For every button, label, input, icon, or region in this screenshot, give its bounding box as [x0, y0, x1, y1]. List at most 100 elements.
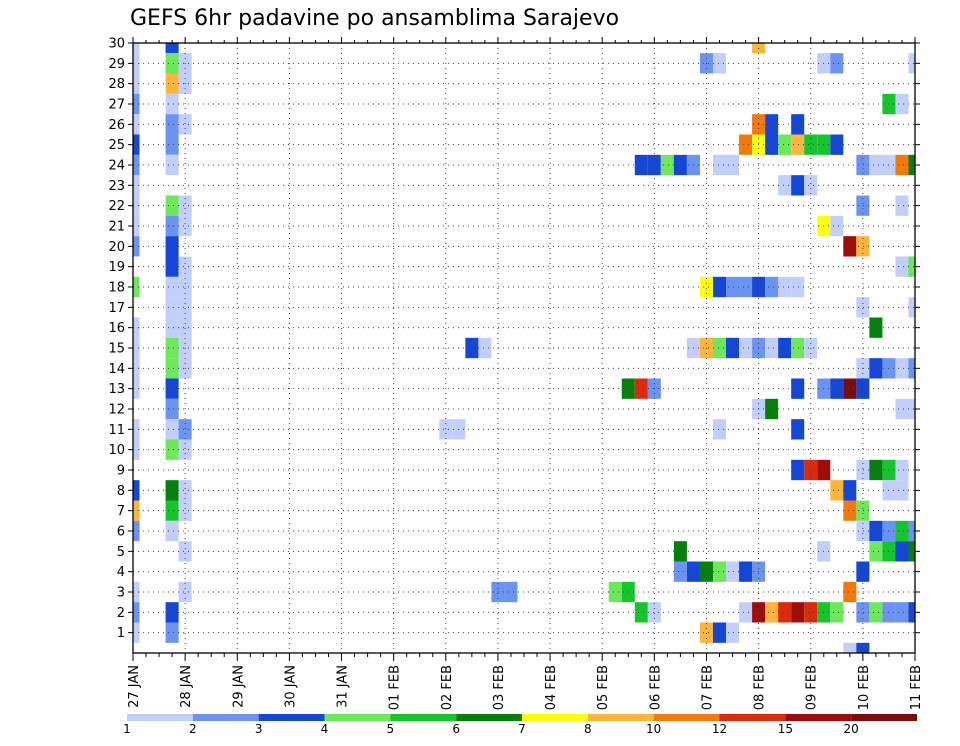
legend-swatch — [258, 714, 325, 721]
data-cell — [739, 276, 753, 298]
data-cell — [791, 419, 805, 440]
y-tick-label: 25 — [108, 138, 125, 153]
data-cell — [634, 154, 648, 176]
data-cell — [165, 195, 179, 216]
data-cell — [712, 276, 727, 298]
legend-label: 7 — [518, 722, 526, 736]
data-cell — [791, 114, 805, 135]
x-tick-label: 10 FEB — [857, 665, 872, 710]
legend-swatch — [324, 714, 391, 721]
legend-label: 3 — [255, 722, 263, 736]
data-cell — [895, 541, 909, 562]
data-cell — [133, 53, 140, 74]
y-tick-label: 15 — [108, 342, 125, 357]
y-tick-label: 14 — [108, 362, 125, 377]
data-cell — [133, 215, 140, 237]
y-tick-label: 3 — [117, 586, 125, 601]
data-cell — [178, 317, 192, 338]
data-cell — [843, 642, 857, 653]
data-cell — [765, 398, 779, 420]
data-cell — [165, 43, 179, 54]
data-cell — [133, 114, 140, 135]
data-cell — [908, 358, 915, 379]
data-cell — [726, 622, 740, 643]
data-cell — [869, 317, 883, 338]
data-cell — [712, 561, 727, 582]
y-tick-label: 23 — [108, 179, 125, 194]
data-cell — [178, 297, 192, 318]
legend-label: 8 — [584, 722, 592, 736]
data-cell — [647, 154, 661, 176]
x-tick-label: 11 FEB — [909, 665, 924, 710]
data-cell — [133, 358, 140, 379]
data-cell — [647, 602, 661, 623]
data-cell — [133, 134, 140, 155]
data-cell — [843, 500, 857, 521]
data-cell — [830, 378, 844, 399]
data-cell — [895, 93, 909, 115]
data-cell — [726, 154, 740, 176]
data-cell — [178, 256, 192, 277]
data-cell — [869, 520, 883, 542]
y-tick-label: 12 — [108, 403, 125, 418]
data-cell — [791, 378, 805, 399]
data-cell — [791, 276, 805, 298]
data-cell — [165, 622, 179, 643]
data-cell — [712, 419, 727, 440]
data-cell — [133, 500, 140, 521]
data-cell — [895, 195, 909, 216]
data-cell — [778, 276, 792, 298]
data-cell — [856, 154, 870, 176]
data-cell — [895, 520, 909, 542]
y-tick-label: 27 — [108, 98, 125, 113]
data-cell — [133, 602, 140, 623]
data-cell — [133, 317, 140, 338]
data-cell — [133, 622, 140, 643]
data-cell — [765, 276, 779, 298]
y-tick-label: 29 — [108, 57, 125, 72]
data-cell — [739, 602, 753, 623]
y-tick-label: 24 — [108, 159, 125, 174]
legend-label: 4 — [321, 722, 329, 736]
data-cell — [908, 53, 915, 74]
legend-swatch — [587, 714, 654, 721]
x-tick-label: 03 FEB — [492, 665, 507, 710]
data-cell — [869, 358, 883, 379]
data-cell — [895, 480, 909, 501]
data-cell — [726, 561, 740, 582]
data-cell — [178, 500, 192, 521]
data-cell — [843, 480, 857, 501]
data-cell — [673, 154, 687, 176]
data-cell — [804, 602, 818, 623]
y-tick-label: 13 — [108, 382, 125, 397]
data-cell — [165, 500, 179, 521]
data-cell — [439, 419, 453, 440]
data-cell — [778, 134, 792, 155]
x-tick-label: 05 FEB — [596, 665, 611, 710]
data-cell — [895, 358, 909, 379]
data-cell — [791, 602, 805, 623]
data-cell — [608, 581, 622, 603]
legend-swatch — [522, 714, 588, 721]
chart-title: GEFS 6hr padavine po ansamblima Sarajevo — [130, 6, 620, 31]
data-cell — [869, 459, 883, 481]
data-cell — [165, 93, 179, 115]
data-cell — [165, 480, 179, 501]
data-cell — [712, 154, 727, 176]
data-cell — [165, 297, 179, 318]
data-cell — [165, 53, 179, 74]
data-cell — [791, 337, 805, 359]
legend-swatch — [719, 714, 786, 721]
data-cell — [869, 541, 883, 562]
data-cell — [856, 297, 870, 318]
legend-label: 5 — [387, 722, 395, 736]
data-cell — [804, 134, 818, 155]
data-cell — [908, 398, 915, 420]
data-cell — [165, 256, 179, 277]
data-cell — [765, 134, 779, 155]
data-cell — [133, 73, 140, 94]
data-cell — [491, 581, 505, 603]
data-cell — [895, 154, 909, 176]
data-cell — [726, 276, 740, 298]
